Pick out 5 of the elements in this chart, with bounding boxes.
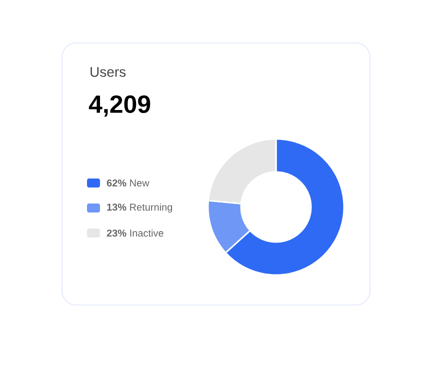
legend-label: 13% Returning <box>107 203 172 213</box>
legend-label: 62% New <box>106 179 150 187</box>
legend-label: 23% Inactive <box>106 229 164 237</box>
chart-title: Users <box>90 67 126 77</box>
chart-subtitle: 4,209 <box>88 95 150 117</box>
